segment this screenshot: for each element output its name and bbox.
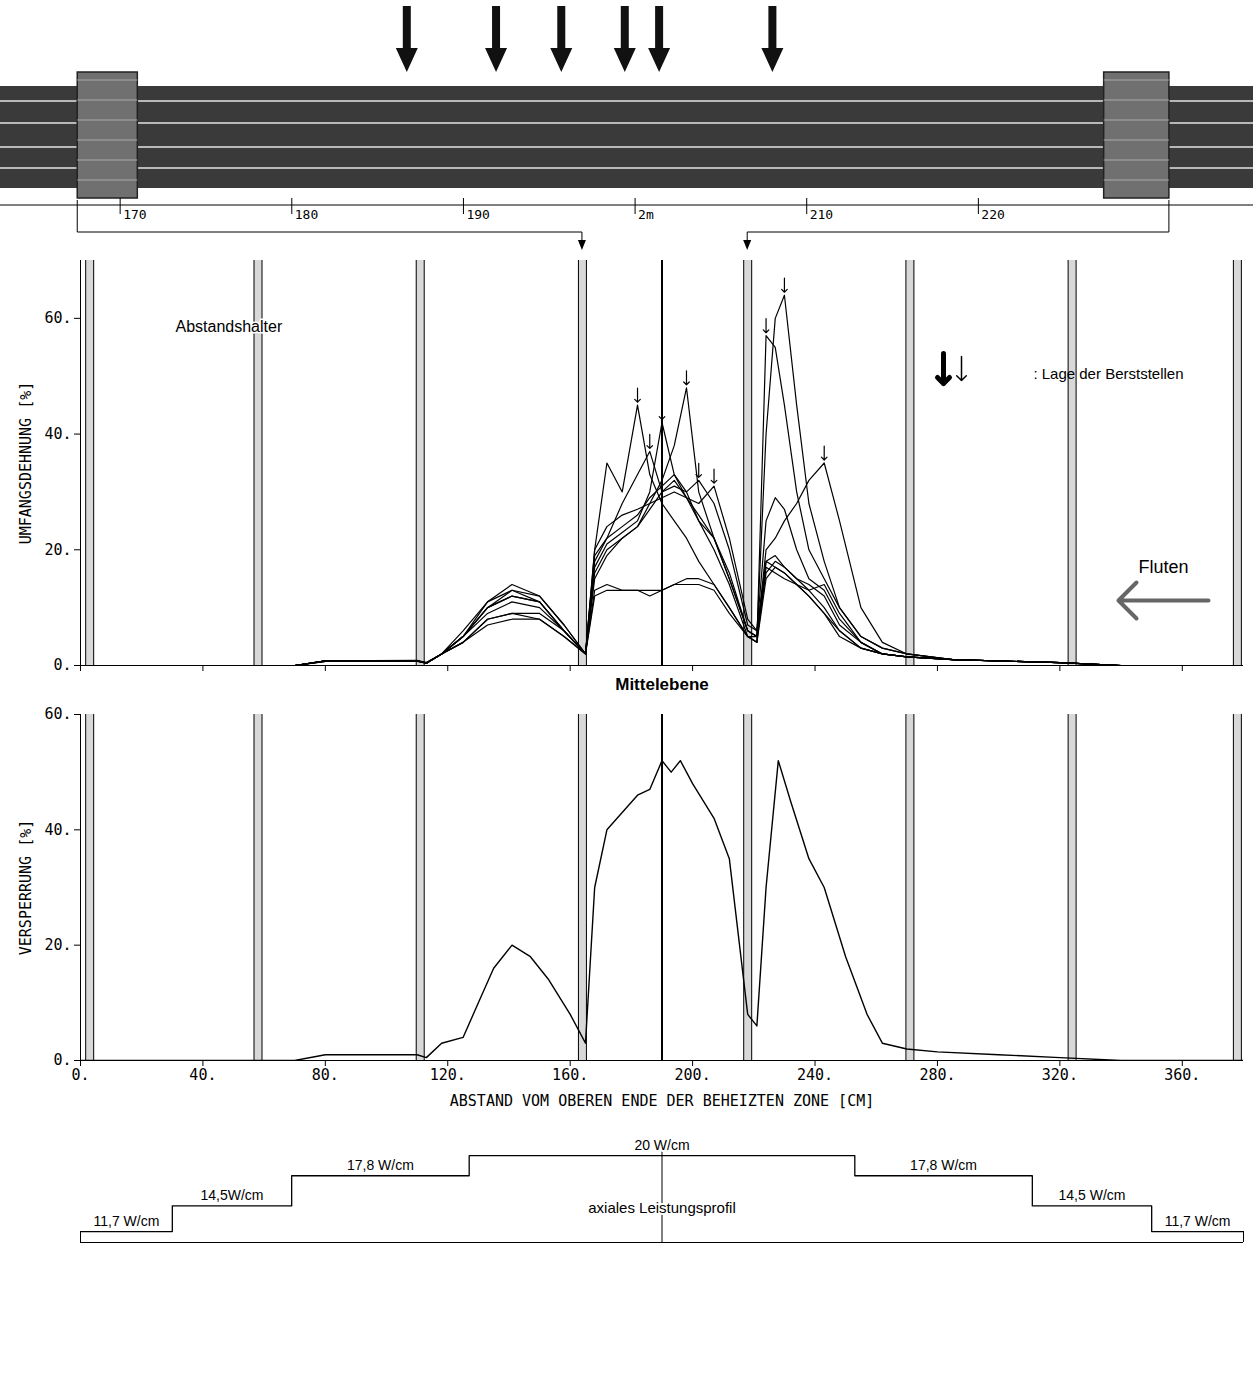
- svg-text:UMFANGSDEHNUNG [%]: UMFANGSDEHNUNG [%]: [17, 382, 35, 545]
- svg-text:80.: 80.: [312, 1066, 339, 1084]
- svg-text:20.: 20.: [44, 936, 71, 954]
- svg-text:2m: 2m: [638, 207, 654, 222]
- svg-text:210: 210: [810, 207, 833, 222]
- svg-text:240.: 240.: [797, 1066, 833, 1084]
- svg-text:14,5W/cm: 14,5W/cm: [200, 1187, 263, 1203]
- svg-text:120.: 120.: [430, 1066, 466, 1084]
- svg-text:20 W/cm: 20 W/cm: [634, 1137, 689, 1153]
- svg-text:180: 180: [295, 207, 318, 222]
- svg-text:0.: 0.: [71, 1066, 89, 1084]
- svg-text:17,8 W/cm: 17,8 W/cm: [910, 1157, 977, 1173]
- svg-text:170: 170: [123, 207, 146, 222]
- svg-text:Abstandshalter: Abstandshalter: [176, 318, 283, 335]
- svg-text:360.: 360.: [1164, 1066, 1200, 1084]
- svg-text:11,7 W/cm: 11,7 W/cm: [1165, 1213, 1231, 1229]
- svg-text:0.: 0.: [53, 656, 71, 674]
- svg-text:11,7 W/cm: 11,7 W/cm: [93, 1213, 159, 1229]
- svg-text:Fluten: Fluten: [1138, 557, 1188, 577]
- svg-text:220: 220: [981, 207, 1004, 222]
- svg-text:200.: 200.: [675, 1066, 711, 1084]
- svg-text:40.: 40.: [44, 425, 71, 443]
- svg-text:60.: 60.: [44, 309, 71, 327]
- svg-text:60.: 60.: [44, 705, 71, 723]
- svg-text:0.: 0.: [53, 1051, 71, 1069]
- svg-text:20.: 20.: [44, 541, 71, 559]
- svg-text:40.: 40.: [44, 821, 71, 839]
- svg-text:190: 190: [466, 207, 489, 222]
- svg-text:280.: 280.: [919, 1066, 955, 1084]
- svg-text:: Lage der Berststellen: : Lage der Berststellen: [1033, 365, 1183, 382]
- svg-text:VERSPERRUNG [%]: VERSPERRUNG [%]: [17, 820, 35, 955]
- svg-text:320.: 320.: [1042, 1066, 1078, 1084]
- svg-text:17,8 W/cm: 17,8 W/cm: [347, 1157, 414, 1173]
- svg-text:Mittelebene: Mittelebene: [615, 675, 709, 694]
- svg-text:160.: 160.: [552, 1066, 588, 1084]
- svg-text:40.: 40.: [189, 1066, 216, 1084]
- svg-text:14,5 W/cm: 14,5 W/cm: [1059, 1187, 1126, 1203]
- svg-text:axiales Leistungsprofil: axiales Leistungsprofil: [588, 1199, 736, 1216]
- svg-text:ABSTAND VOM OBEREN ENDE DER BE: ABSTAND VOM OBEREN ENDE DER BEHEIZTEN ZO…: [450, 1092, 874, 1110]
